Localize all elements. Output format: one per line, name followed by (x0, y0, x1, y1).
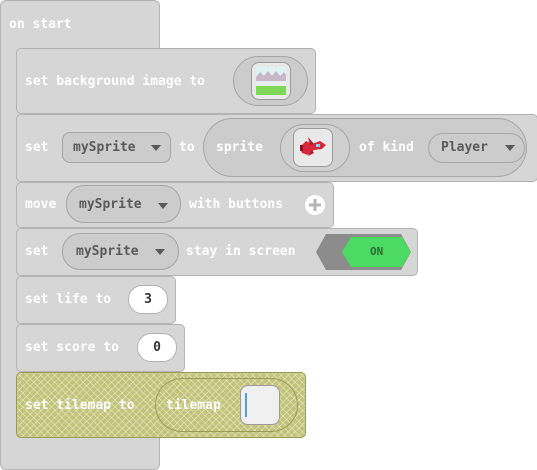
to-label: to (179, 140, 195, 155)
on-off-toggle[interactable] (316, 234, 411, 270)
set-background-image-label: set background image to (25, 74, 206, 89)
sprite-variable-value: mySprite (73, 140, 136, 155)
sprite-kind-value: Player (441, 140, 488, 155)
sprite-image-thumbnail[interactable] (293, 128, 333, 167)
set-tilemap-label: set tilemap to (25, 398, 135, 413)
on-start-label: on start (9, 17, 72, 32)
toggle-on-label: ON (370, 245, 384, 258)
move-variable-value: mySprite (79, 197, 142, 212)
of-kind-label: of kind (359, 140, 414, 155)
set-score-label: set score to (25, 340, 119, 355)
set-label: set (25, 140, 49, 155)
move-variable-dropdown[interactable] (66, 185, 181, 223)
sprite-label: sprite (216, 140, 263, 155)
with-buttons-label: with buttons (189, 197, 283, 212)
chevron-down-icon (151, 145, 161, 151)
chevron-down-icon (155, 249, 165, 255)
stay-set-label: set (25, 244, 49, 259)
stay-variable-value: mySprite (76, 244, 139, 259)
set-life-label: set life to (25, 292, 112, 307)
sprite-of-kind-reporter[interactable] (203, 118, 527, 177)
move-label: move (25, 197, 57, 212)
score-value-input[interactable]: 0 (137, 333, 177, 362)
background-image-thumbnail-icon[interactable] (251, 62, 291, 100)
chevron-down-icon (158, 203, 168, 209)
chevron-down-icon (505, 145, 515, 151)
life-value-input[interactable]: 3 (128, 285, 168, 314)
stay-in-screen-label: stay in screen (186, 244, 296, 259)
tilemap-thumbnail-icon[interactable] (240, 385, 280, 425)
tilemap-inner-label: tilemap (166, 398, 221, 413)
plus-circle-icon[interactable] (304, 194, 326, 216)
